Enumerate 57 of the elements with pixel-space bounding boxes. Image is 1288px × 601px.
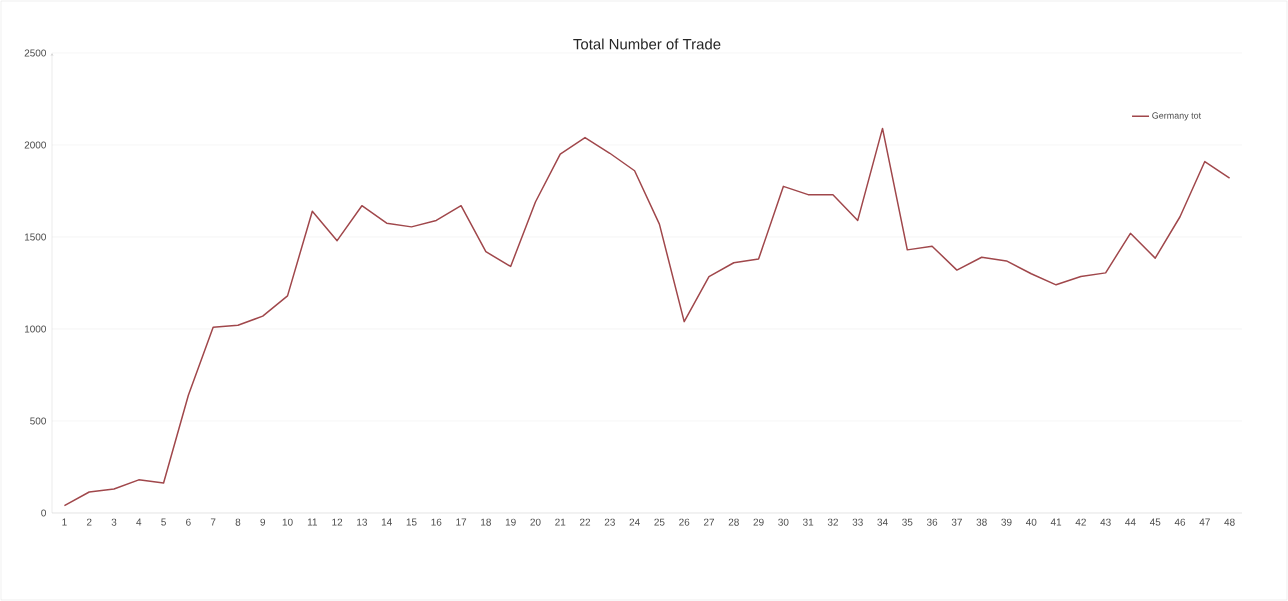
x-tick-label: 44: [1125, 518, 1136, 526]
x-tick-label: 28: [728, 518, 739, 526]
x-tick-label: 18: [481, 518, 491, 526]
x-tick-label: 6: [186, 518, 191, 526]
x-tick-label: 11: [307, 518, 318, 526]
x-tick-label: 4: [136, 518, 142, 526]
x-tick-label: 19: [505, 518, 516, 526]
x-tick-label: 7: [210, 518, 216, 526]
x-tick-label: 25: [654, 518, 665, 526]
x-tick-label: 47: [1199, 518, 1210, 526]
x-tick-label: 1: [62, 518, 67, 526]
x-tick-label: 22: [579, 518, 591, 526]
y-tick-label: 1000: [24, 325, 46, 333]
x-tick-label: 48: [1224, 518, 1235, 526]
x-tick-label: 32: [827, 518, 838, 526]
x-tick-label: 43: [1100, 518, 1111, 526]
x-tick-label: 39: [1001, 518, 1012, 526]
x-tick-label: 31: [802, 518, 814, 526]
x-tick-label: 12: [332, 518, 343, 526]
y-tick-label: 2000: [24, 141, 46, 149]
x-tick-label: 40: [1025, 518, 1037, 526]
legend-label: Germany tot: [1152, 112, 1202, 121]
x-tick-label: 37: [951, 518, 962, 526]
x-tick-label: 21: [555, 518, 566, 526]
x-tick-label: 30: [778, 518, 789, 526]
x-tick-label: 33: [852, 518, 863, 526]
x-tick-label: 36: [926, 518, 938, 526]
x-tick-label: 23: [604, 518, 615, 526]
x-tick-label: 45: [1149, 518, 1161, 526]
y-tick-label: 500: [30, 417, 46, 425]
x-tick-label: 2: [86, 518, 92, 526]
x-tick-label: 41: [1050, 518, 1062, 526]
x-tick-label: 8: [235, 518, 241, 526]
x-tick-label: 14: [381, 518, 392, 526]
x-tick-label: 26: [679, 518, 690, 526]
y-tick-label: 1500: [24, 233, 46, 241]
x-tick-label: 17: [456, 518, 467, 526]
y-tick-label: 2500: [24, 49, 46, 57]
y-tick-label: 0: [41, 509, 46, 517]
line-series: [63, 127, 1231, 507]
x-tick-label: 42: [1075, 518, 1086, 526]
x-tick-label: 15: [406, 518, 417, 526]
x-tick-label: 24: [629, 518, 640, 526]
x-tick-label: 46: [1174, 518, 1186, 526]
x-tick-label: 16: [431, 518, 442, 526]
chart-title: Total Number of Trade: [573, 38, 721, 50]
x-tick-label: 13: [357, 518, 368, 526]
x-tick-label: 9: [260, 518, 266, 526]
x-tick-label: 20: [530, 518, 541, 526]
x-tick-label: 38: [976, 518, 987, 526]
x-tick-label: 35: [902, 518, 913, 526]
x-tick-label: 27: [703, 518, 715, 526]
x-tick-label: 29: [753, 518, 764, 526]
x-tick-label: 3: [111, 518, 117, 526]
x-tick-label: 10: [282, 518, 293, 526]
x-tick-label: 5: [161, 518, 166, 526]
x-tick-label: 34: [877, 518, 888, 526]
